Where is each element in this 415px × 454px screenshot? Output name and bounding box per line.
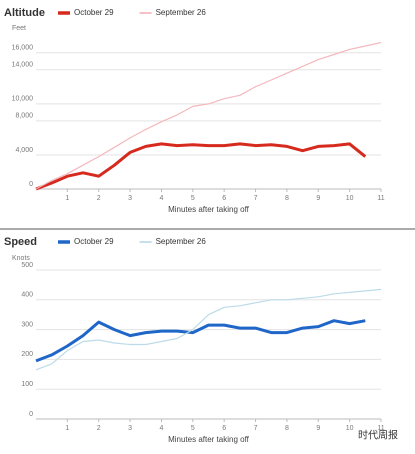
x-tick-label: 11 <box>377 425 384 432</box>
line-series <box>35 42 382 190</box>
legend-label: September 26 <box>156 237 207 246</box>
x-axis-label: Minutes after taking off <box>168 205 250 214</box>
watermark: 时代周报 <box>358 429 398 442</box>
x-tick-label: 4 <box>160 195 164 202</box>
x-tick-label: 7 <box>254 425 258 432</box>
y-tick-label: 400 <box>21 292 33 299</box>
x-tick-label: 6 <box>222 195 226 202</box>
legend-label: October 29 <box>74 237 114 246</box>
x-tick-label: 7 <box>254 195 258 202</box>
x-tick-label: 10 <box>346 195 354 202</box>
y-tick-label: 10,000 <box>12 96 34 103</box>
x-tick-label: 8 <box>285 195 289 202</box>
y-tick-label: 4,000 <box>15 147 33 154</box>
x-tick-label: 1 <box>65 195 69 202</box>
y-tick-label: 14,000 <box>12 62 34 69</box>
y-tick-label: 300 <box>21 321 33 328</box>
x-tick-label: 3 <box>128 425 132 432</box>
x-tick-label: 8 <box>285 425 289 432</box>
line-series <box>35 142 367 191</box>
y-tick-label: 0 <box>29 411 33 418</box>
x-tick-label: 3 <box>128 195 132 202</box>
legend-label: October 29 <box>74 8 114 17</box>
y-axis-label: Knots <box>12 255 30 262</box>
chart-title: Speed <box>4 236 37 248</box>
y-tick-label: 16,000 <box>12 45 34 52</box>
x-tick-label: 2 <box>97 425 101 432</box>
legend-label: September 26 <box>156 8 207 17</box>
x-tick-label: 6 <box>222 425 226 432</box>
x-tick-label: 10 <box>346 425 354 432</box>
x-tick-label: 5 <box>191 425 195 432</box>
chart-title: Altitude <box>4 7 45 19</box>
x-tick-label: 2 <box>97 195 101 202</box>
x-tick-label: 5 <box>191 195 195 202</box>
y-tick-label: 0 <box>29 181 33 188</box>
x-axis-label: Minutes after taking off <box>168 435 250 444</box>
y-tick-label: 200 <box>21 351 33 358</box>
x-tick-label: 9 <box>316 195 320 202</box>
x-tick-label: 1 <box>65 425 69 432</box>
y-axis-label: Feet <box>12 25 26 32</box>
x-tick-label: 9 <box>316 425 320 432</box>
y-tick-label: 500 <box>21 262 33 269</box>
line-series <box>35 288 382 371</box>
x-tick-label: 4 <box>160 425 164 432</box>
y-tick-label: 8,000 <box>15 113 33 120</box>
y-tick-label: 100 <box>21 381 33 388</box>
line-series <box>35 319 366 363</box>
x-tick-label: 11 <box>377 195 384 202</box>
